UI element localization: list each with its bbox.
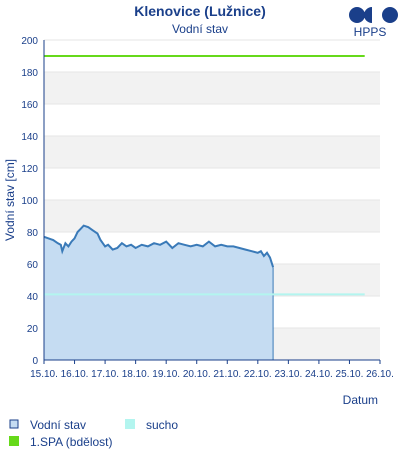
grid-band: [44, 168, 380, 200]
chart-subtitle: Vodní stav: [172, 22, 228, 36]
x-tick-label: 18.10.: [122, 369, 150, 380]
x-axis-label: Datum: [343, 393, 378, 407]
hpps-logo: HPPS: [349, 7, 398, 39]
chart-title: Klenovice (Lužnice): [134, 3, 265, 19]
y-tick-label: 20: [27, 324, 39, 335]
y-tick-label: 0: [32, 356, 38, 367]
y-tick-label: 160: [21, 100, 38, 111]
logo-circle-left-icon: [349, 7, 365, 23]
x-tick-label: 21.10.: [213, 369, 241, 380]
y-tick-label: 60: [27, 260, 39, 271]
legend: Vodní stav sucho 1.SPA (bdělost): [9, 418, 178, 449]
x-tick-label: 16.10.: [61, 369, 89, 380]
y-tick-label: 120: [21, 164, 38, 175]
grid-band: [44, 72, 380, 104]
y-tick-label: 40: [27, 292, 39, 303]
y-axis-label: Vodní stav [cm]: [3, 159, 17, 241]
logo-half-circle-icon: [364, 7, 372, 23]
x-tick-label: 15.10.: [30, 369, 58, 380]
y-tick-label: 180: [21, 68, 38, 79]
y-tick-label: 100: [21, 196, 38, 207]
logo-circle-right-icon: [382, 7, 398, 23]
axes: [43, 40, 380, 361]
legend-label-2: 1.SPA (bdělost): [30, 435, 113, 449]
y-tick-label: 80: [27, 228, 39, 239]
x-tick-label: 25.10.: [336, 369, 364, 380]
x-tick-label: 19.10.: [152, 369, 180, 380]
x-tick-label: 20.10.: [183, 369, 211, 380]
x-tick-label: 17.10.: [91, 369, 119, 380]
grid-band: [44, 136, 380, 168]
series-area-0: [44, 225, 274, 360]
legend-label-0: Vodní stav: [30, 418, 86, 432]
series-line-0: [43, 224, 275, 268]
series-layer: [43, 55, 365, 360]
x-tick-label: 26.10.: [366, 369, 394, 380]
grid-band: [44, 200, 380, 232]
legend-marker-0: [9, 419, 19, 429]
plot-background: [44, 40, 380, 360]
grid-band: [44, 104, 380, 136]
legend-label-1: sucho: [146, 418, 178, 432]
y-tick-label: 140: [21, 132, 38, 143]
x-tick-label: 23.10.: [274, 369, 302, 380]
y-tick-label: 200: [21, 36, 38, 47]
logo-text: HPPS: [354, 25, 387, 39]
y-ticks: 0 20 40 60 80 100 120 140 160 180 200: [21, 36, 38, 367]
x-tick-label: 22.10.: [244, 369, 272, 380]
legend-marker-2: [9, 436, 19, 446]
legend-marker-1: [125, 419, 135, 429]
x-tick-label: 24.10.: [305, 369, 333, 380]
x-ticks: 15.10. 16.10. 17.10. 18.10. 19.10. 20.10. 21.1…: [30, 360, 394, 380]
